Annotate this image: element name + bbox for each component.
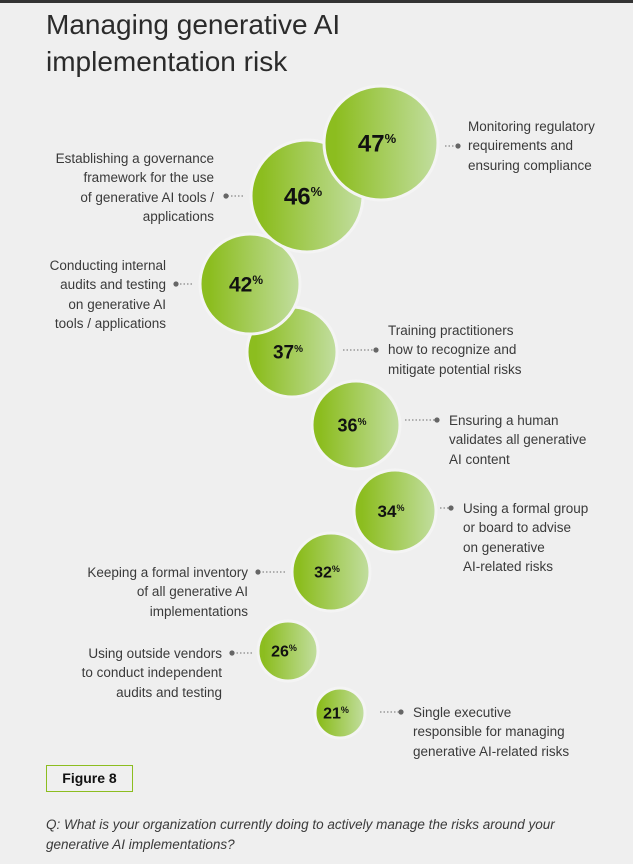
bubble-label: Training practitioners how to recognize … xyxy=(388,323,522,377)
bubble-label: Keeping a formal inventory of all genera… xyxy=(87,565,248,619)
bubble-circle xyxy=(313,686,367,740)
bubble-34: 34% xyxy=(352,468,438,554)
bubble-circle xyxy=(310,379,402,471)
bubble-label: Single executive responsible for managin… xyxy=(413,705,570,759)
bubble-26: 26% xyxy=(256,619,320,683)
figure-label: Figure 8 xyxy=(46,765,133,792)
bubble-circle xyxy=(256,619,320,683)
connector-dot xyxy=(455,143,461,149)
bubble-circle xyxy=(352,468,438,554)
bubble-label: Conducting internal audits and testing o… xyxy=(49,258,166,331)
bubble-42: 42% xyxy=(198,232,302,336)
bubble-32: 32% xyxy=(290,531,372,613)
connector-dot xyxy=(173,281,179,287)
connector-dot xyxy=(223,193,229,199)
connector-dot xyxy=(448,505,454,511)
bubble-21: 21% xyxy=(313,686,367,740)
bubble-label: Establishing a governance framework for … xyxy=(55,151,214,224)
bubble-circle xyxy=(198,232,302,336)
bubble-label: Monitoring regulatory requirements and e… xyxy=(468,119,595,173)
bubble-circle xyxy=(290,531,372,613)
connector-dot xyxy=(398,709,404,715)
bubble-36: 36% xyxy=(310,379,402,471)
connector-dot xyxy=(373,347,379,353)
bubble-label: Ensuring a human validates all generativ… xyxy=(449,413,587,467)
page-title: Managing generative AI implementation ri… xyxy=(46,9,341,77)
bubble-circle xyxy=(322,84,440,202)
bubble-label: Using outside vendors to conduct indepen… xyxy=(81,646,222,700)
connector-dot xyxy=(434,417,440,423)
connector-dot xyxy=(229,650,235,656)
connector-dot xyxy=(255,569,261,575)
bubble-label: Using a formal group or board to advise … xyxy=(463,501,589,574)
bubble-value: 46% xyxy=(284,183,323,210)
top-border xyxy=(0,0,633,3)
bubble-47: 47% xyxy=(322,84,440,202)
survey-question: Q: What is your organization currently d… xyxy=(46,817,555,852)
